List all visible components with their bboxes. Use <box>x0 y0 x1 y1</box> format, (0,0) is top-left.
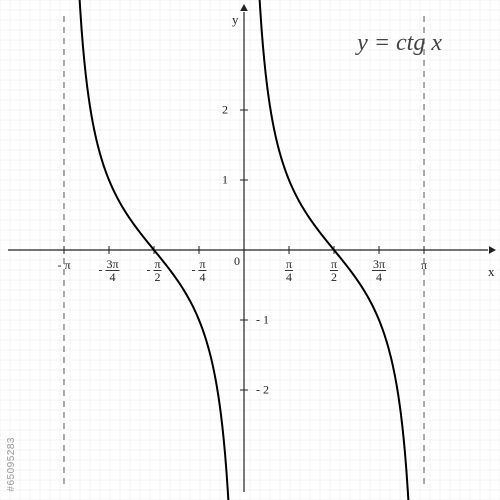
xtick-label: π2 <box>330 258 338 283</box>
ytick-label: - 1 <box>256 313 269 328</box>
y-axis-label: y <box>232 12 239 28</box>
xtick-label: 3π4 <box>372 258 386 283</box>
xtick-label: - π4 <box>191 258 206 283</box>
stock-watermark: #65095283 <box>6 437 17 492</box>
xtick-label: - π <box>57 258 70 273</box>
x-axis-label: x <box>488 264 495 280</box>
plot-svg <box>0 0 500 500</box>
xtick-label: π <box>421 258 427 273</box>
chart-stage: - π- 3π4- π2- π40π4π23π4π21- 1- 2xy y = … <box>0 0 500 500</box>
xtick-label: 0 <box>234 254 240 269</box>
ytick-label: - 2 <box>256 383 269 398</box>
xtick-label: - π2 <box>146 258 161 283</box>
ytick-label: 1 <box>222 173 228 188</box>
function-title: y = ctg x <box>357 30 442 57</box>
xtick-label: - 3π4 <box>98 258 119 283</box>
ytick-label: 2 <box>222 103 228 118</box>
xtick-label: π4 <box>285 258 293 283</box>
